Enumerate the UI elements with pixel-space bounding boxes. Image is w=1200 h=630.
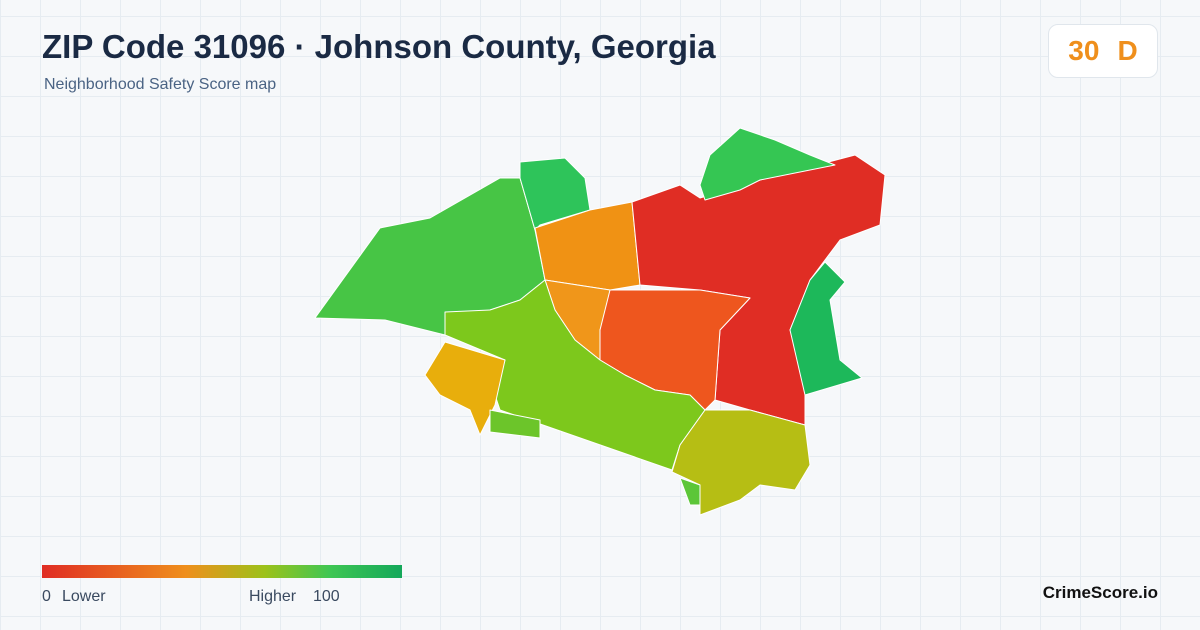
score: 30 — [1068, 35, 1100, 66]
title: ZIP Code 31096 · Johnson County, Georgia — [42, 28, 716, 65]
legend-max-label: Higher — [249, 588, 297, 605]
brand: CrimeScore.io — [1042, 583, 1158, 602]
region — [671, 409, 811, 516]
score-badge: 30 D — [1048, 24, 1158, 78]
legend-min-label: Lower — [62, 588, 106, 605]
legend-min: 0 — [42, 588, 51, 605]
region — [424, 341, 506, 436]
legend-max: 100 — [313, 588, 340, 605]
subtitle: Neighborhood Safety Score map — [44, 76, 277, 93]
region — [679, 477, 701, 506]
region — [789, 261, 863, 396]
region — [489, 409, 541, 439]
region — [699, 127, 836, 201]
grade: D — [1117, 35, 1138, 66]
region — [519, 157, 591, 231]
legend-gradient — [42, 565, 402, 578]
